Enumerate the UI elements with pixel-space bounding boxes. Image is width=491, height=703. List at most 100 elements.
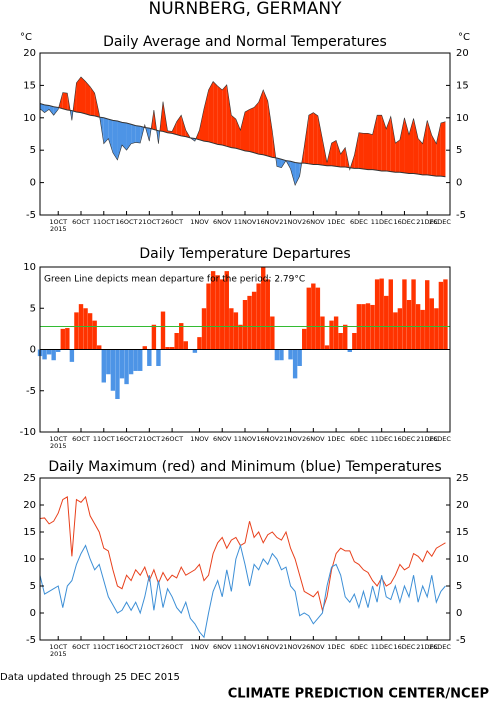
- bar: [370, 304, 375, 350]
- bar: [74, 312, 79, 350]
- y-tick-label: 0: [30, 345, 36, 356]
- bar: [388, 279, 393, 350]
- departure-fill: [231, 115, 236, 149]
- y-tick-label: 20: [23, 48, 36, 59]
- annotation: Green Line depicts mean departure for th…: [44, 275, 305, 285]
- departure-fill: [276, 157, 282, 168]
- y-tick-label: 10: [23, 262, 36, 273]
- bar: [138, 349, 143, 371]
- departure-fill: [90, 86, 95, 116]
- x-tick-label: 26OCT: [161, 643, 183, 651]
- x-tick-label: 21OCT: [138, 435, 160, 443]
- y-tick-label: 5: [456, 145, 462, 156]
- bar: [65, 328, 70, 350]
- x-tick-label: 26NOV: [302, 218, 325, 226]
- year-label: 2015: [50, 650, 67, 658]
- departure-fill: [418, 138, 423, 175]
- x-tick-label: 26DEC: [429, 643, 451, 651]
- departure-fill: [117, 121, 122, 160]
- bar: [119, 349, 125, 379]
- y-tick-label: -5: [26, 210, 36, 221]
- bar: [206, 283, 211, 350]
- y-unit: °C: [458, 32, 470, 43]
- x-tick-label: 1NOV: [190, 643, 209, 651]
- departure-fill: [290, 161, 296, 186]
- departure-fill: [409, 118, 414, 174]
- year-label: 2015: [50, 225, 67, 233]
- x-tick-label: 26DEC: [429, 435, 451, 443]
- x-tick-label: 6NOV: [213, 218, 232, 226]
- bar: [101, 349, 106, 383]
- bar: [220, 279, 225, 350]
- departure-fill: [81, 76, 86, 114]
- departure-fill: [336, 140, 341, 168]
- x-tick-label: 16DEC: [393, 218, 415, 226]
- bar: [288, 349, 293, 360]
- departure-fill: [340, 147, 346, 168]
- x-tick-label: 21OCT: [138, 643, 160, 651]
- bar: [51, 349, 56, 361]
- x-tick-label: 16OCT: [116, 643, 138, 651]
- bar: [393, 312, 398, 350]
- x-tick-label: 1NOV: [190, 218, 209, 226]
- y-tick-label: 10: [23, 113, 36, 124]
- bar: [406, 300, 412, 350]
- departure-fill: [381, 115, 387, 171]
- y-tick-label: 15: [23, 527, 36, 538]
- x-tick-label: 21DEC: [416, 218, 438, 226]
- x-tick-label: 11NOV: [234, 643, 257, 651]
- y-tick-label: -5: [26, 386, 36, 397]
- x-tick-label: 1OCT: [49, 218, 67, 226]
- bar: [247, 295, 252, 350]
- departure-fill: [62, 92, 68, 111]
- departure-fill: [386, 116, 391, 172]
- y-tick-label: 5: [30, 145, 36, 156]
- bar: [46, 349, 52, 355]
- departure-fill: [308, 112, 314, 165]
- departure-fill: [204, 89, 209, 142]
- departure-fill: [135, 125, 141, 144]
- bar: [183, 341, 188, 350]
- bar: [352, 333, 357, 350]
- x-tick-label: 21DEC: [416, 435, 438, 443]
- bar: [302, 328, 307, 350]
- y-tick-label: -10: [20, 427, 36, 438]
- bar: [174, 333, 179, 350]
- x-tick-label: 6DEC: [350, 643, 368, 651]
- plot-frame: [39, 477, 451, 641]
- departure-fill: [126, 122, 132, 151]
- x-tick-label: 11DEC: [371, 218, 393, 226]
- bar: [333, 316, 339, 350]
- x-tick-label: 11NOV: [234, 435, 257, 443]
- x-tick-label: 1NOV: [190, 435, 209, 443]
- departure-fill: [103, 117, 109, 144]
- bar: [128, 349, 134, 375]
- bar: [142, 346, 147, 350]
- departure-fill: [399, 117, 405, 173]
- x-tick-label: 16OCT: [116, 218, 138, 226]
- departure-fill: [44, 104, 50, 113]
- departure-fill: [245, 109, 250, 152]
- x-tick-label: 26NOV: [302, 643, 325, 651]
- x-tick-label: 6OCT: [72, 218, 90, 226]
- x-tick-label: 16NOV: [256, 435, 279, 443]
- bar: [434, 308, 439, 350]
- bar: [297, 349, 302, 366]
- departure-fill: [76, 76, 81, 113]
- bar: [169, 347, 175, 350]
- x-tick-label: 16NOV: [256, 643, 279, 651]
- bar: [261, 267, 266, 350]
- bar: [324, 345, 330, 350]
- y-tick-label: 10: [456, 113, 469, 124]
- bar: [115, 349, 120, 399]
- bar: [229, 308, 234, 350]
- bar: [256, 283, 261, 350]
- x-tick-label: 11DEC: [371, 643, 393, 651]
- departure-fill: [240, 111, 245, 151]
- x-tick-label: 16DEC: [393, 435, 415, 443]
- departure-fill: [354, 132, 359, 169]
- x-tick-label: 21DEC: [416, 643, 438, 651]
- panel-title: Daily Maximum (red) and Minimum (blue) T…: [48, 459, 441, 475]
- bar: [192, 349, 198, 353]
